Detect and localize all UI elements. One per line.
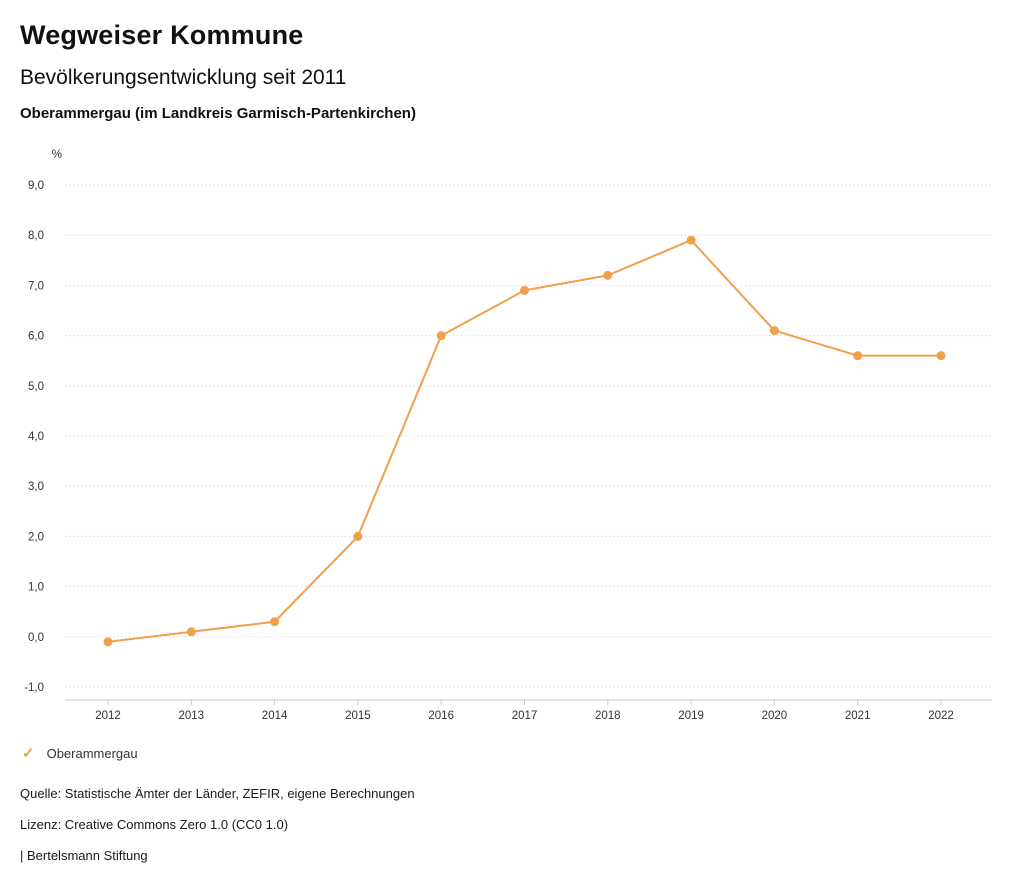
axis-tick-label: 5,0 <box>28 381 44 393</box>
chart-subtitle: Oberammergau (im Landkreis Garmisch-Part… <box>20 105 416 122</box>
data-point[interactable] <box>186 627 196 637</box>
brand-title: Wegweiser Kommune <box>20 20 304 50</box>
axis-tick-label: 2014 <box>262 710 288 722</box>
axis-tick-label: -1,0 <box>24 682 44 694</box>
axis-tick-label: 2019 <box>678 710 704 722</box>
axis-tick-label: 2020 <box>762 710 788 722</box>
axis-tick-label: 4,0 <box>28 431 44 443</box>
license-text: Lizenz: Creative Commons Zero 1.0 (CC0 1… <box>20 817 289 832</box>
axis-tick-label: 3,0 <box>28 481 44 493</box>
legend-label: Oberammergau <box>46 746 138 761</box>
axis-tick-label: 2018 <box>595 710 621 722</box>
data-point[interactable] <box>103 637 113 647</box>
axis-tick-label: % <box>52 149 62 161</box>
data-point[interactable] <box>520 285 529 295</box>
chart-title: Bevölkerungsentwicklung seit 2011 <box>20 66 347 89</box>
axis-tick-label: 6,0 <box>28 331 44 343</box>
data-point[interactable] <box>603 270 613 280</box>
data-point[interactable] <box>270 617 280 627</box>
axis-tick-label: 8,0 <box>28 230 44 242</box>
axis-tick-label: 2022 <box>928 710 954 722</box>
axis-tick-label: 7,0 <box>28 280 44 292</box>
source-text: Quelle: Statistische Ämter der Länder, Z… <box>20 786 415 801</box>
axis-tick-label: 2015 <box>345 710 371 722</box>
axis-tick-label: 0,0 <box>28 632 44 644</box>
data-point[interactable] <box>436 331 446 341</box>
data-point[interactable] <box>769 326 779 336</box>
axis-tick-label: 2016 <box>428 710 454 722</box>
chart-canvas: % 9,0 8,0 7,0 6,0 5,0 4,0 3,0 2,0 1,0 0,0 -1,0 2012 2… <box>24 149 992 722</box>
axis-tick-label: 2012 <box>95 710 121 722</box>
series-line-oberammergau <box>107 239 942 643</box>
data-point[interactable] <box>686 235 696 245</box>
population-line-chart: % 9,0 8,0 7,0 6,0 5,0 4,0 3,0 2,0 1,0 0,0 -1,0 2012 2… <box>0 140 1024 730</box>
axis-tick-label: 2,0 <box>28 531 44 543</box>
legend-item-oberammergau[interactable]: ✓ Oberammergau <box>22 746 138 761</box>
data-point[interactable] <box>936 351 946 361</box>
axis-tick-label: 9,0 <box>28 180 44 192</box>
data-point[interactable] <box>853 351 863 361</box>
axis-tick-label: 1,0 <box>28 582 44 594</box>
legend-check-icon: ✓ <box>22 745 35 762</box>
axis-tick-label: 2013 <box>179 710 205 722</box>
axis-tick-label: 2017 <box>512 710 538 722</box>
data-point[interactable] <box>353 531 363 541</box>
axis-tick-label: 2021 <box>845 710 871 722</box>
attribution-text: | Bertelsmann Stiftung <box>20 848 148 863</box>
